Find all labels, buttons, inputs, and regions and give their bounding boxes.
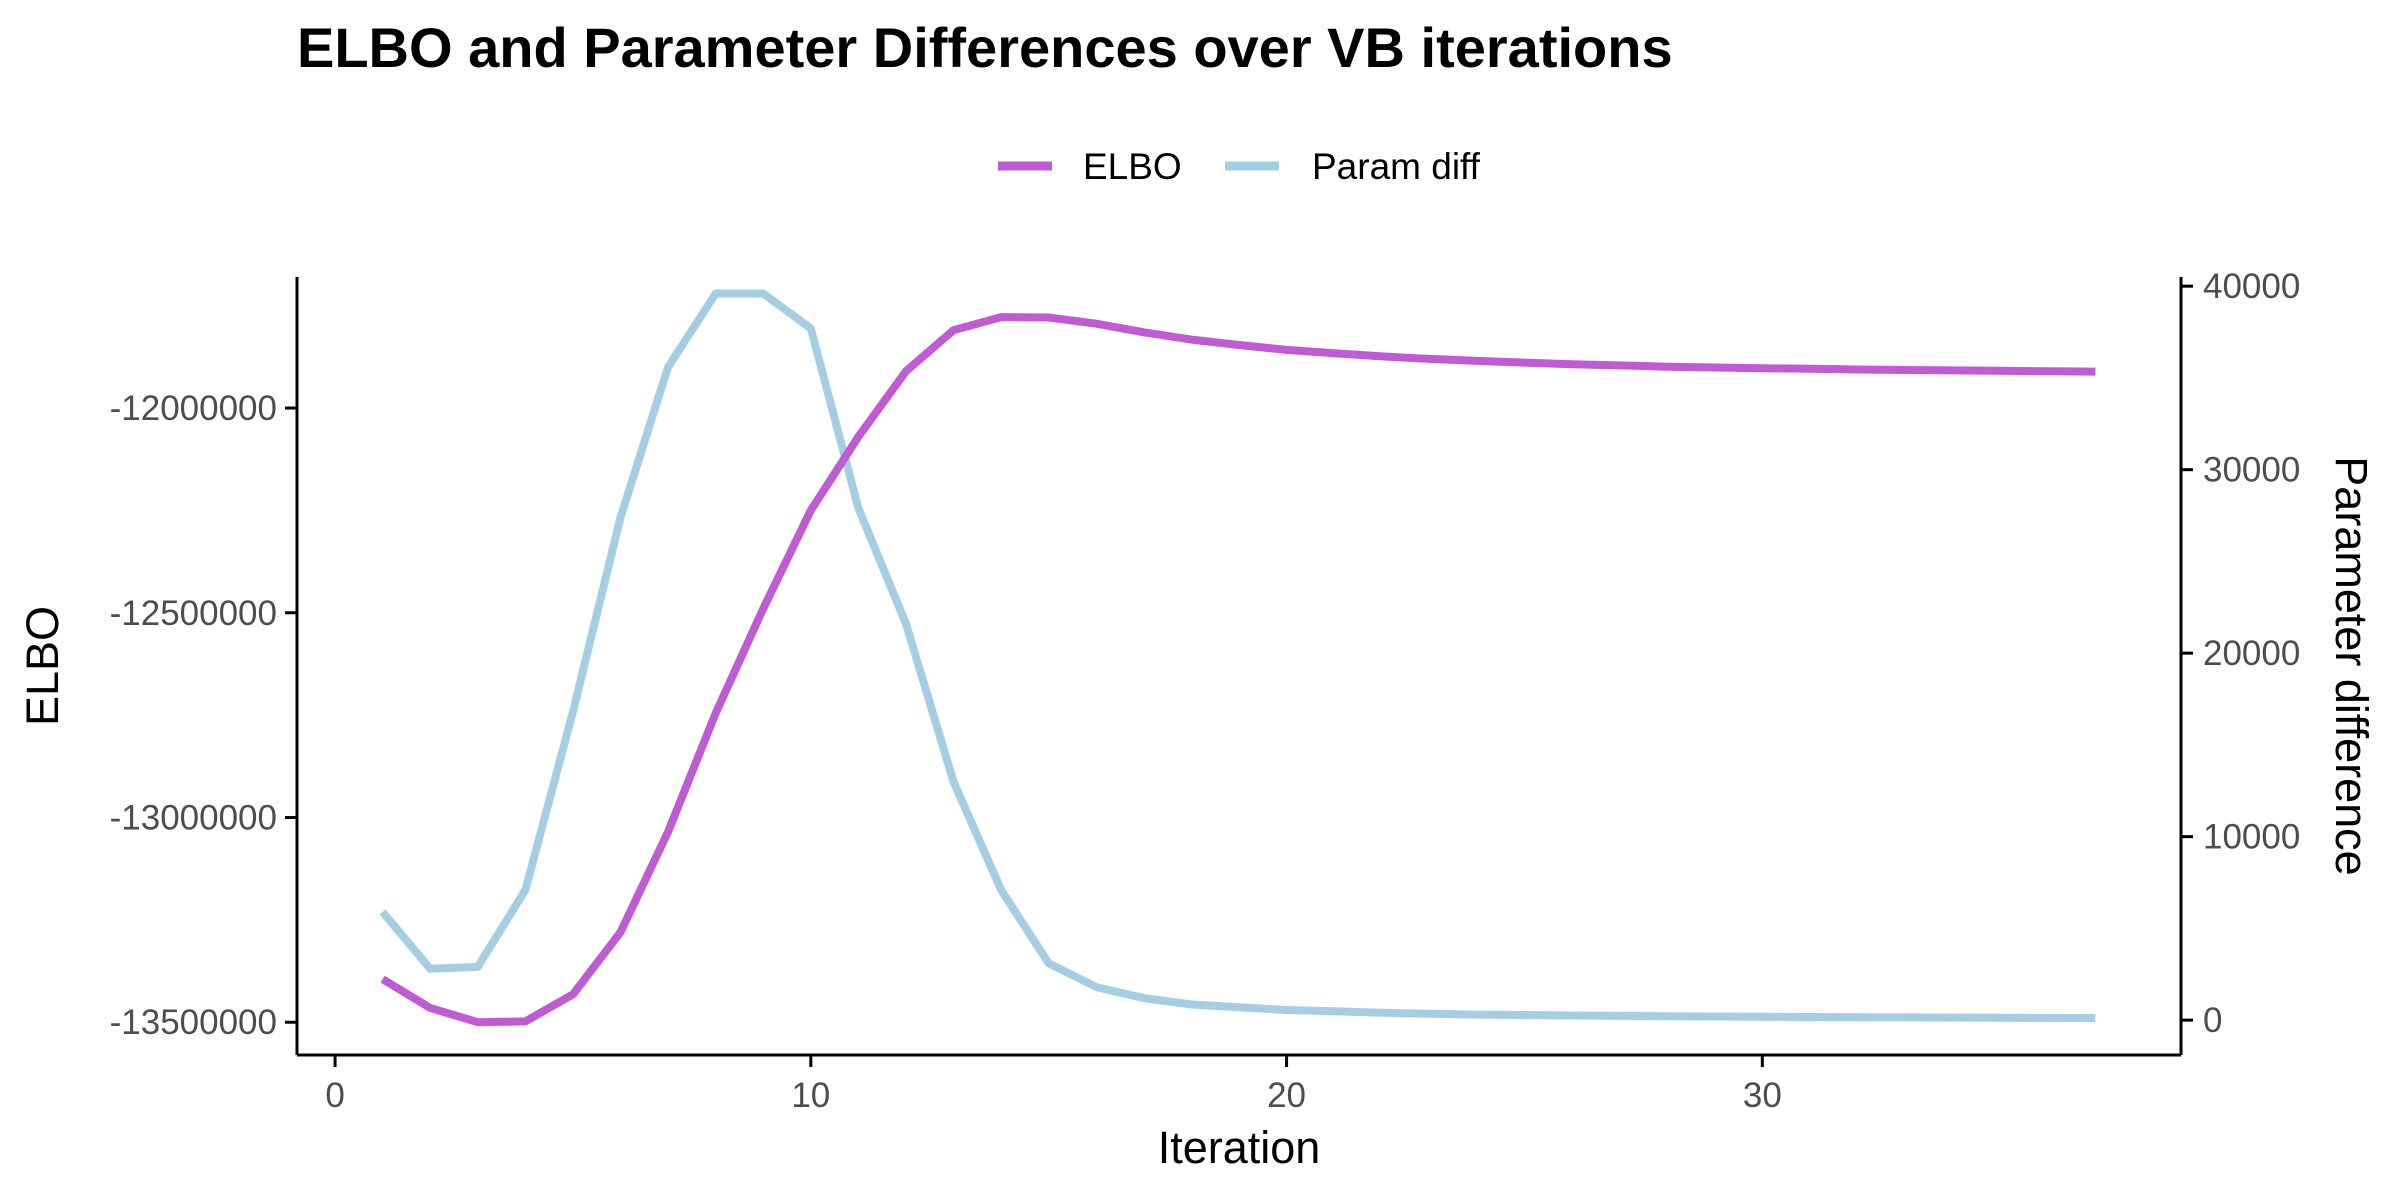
y-tick-label: -12500000 — [110, 594, 277, 633]
y-tick-label: -13000000 — [110, 799, 277, 838]
chart-title: ELBO and Parameter Differences over VB i… — [297, 16, 1673, 79]
y2-tick-label: 10000 — [2203, 818, 2300, 857]
y2-tick-label: 0 — [2203, 1001, 2222, 1040]
legend-label-param-diff: Param diff — [1312, 146, 1481, 187]
x-tick-label: 30 — [1743, 1076, 1782, 1115]
ticks-layer: 0 10 20 30 -12000000 -12500000 -13000000 -13500… — [110, 267, 2301, 1115]
x-tick-label: 0 — [325, 1076, 344, 1115]
series-layer — [379, 289, 2096, 1027]
x-tick-label: 20 — [1267, 1076, 1306, 1115]
x-tick-label: 10 — [791, 1076, 830, 1115]
series-line-elbo — [380, 313, 2096, 1027]
y2-axis-title: Parameter difference — [2326, 456, 2377, 875]
legend-label-elbo: ELBO — [1083, 146, 1182, 187]
y-tick-label: -12000000 — [110, 389, 277, 428]
y2-tick-label: 20000 — [2203, 634, 2300, 673]
x-axis-title: Iteration — [1158, 1122, 1321, 1173]
series-line-param-diff — [379, 289, 2096, 1023]
y-tick-label: -13500000 — [110, 1003, 277, 1042]
legend: ELBO Param diff — [998, 146, 1481, 187]
y2-tick-label: 30000 — [2203, 451, 2300, 490]
y-axis-title: ELBO — [17, 606, 68, 726]
plot-area: 0 10 20 30 -12000000 -12500000 -13000000 -13500… — [110, 267, 2301, 1115]
y2-tick-label: 40000 — [2203, 267, 2300, 306]
